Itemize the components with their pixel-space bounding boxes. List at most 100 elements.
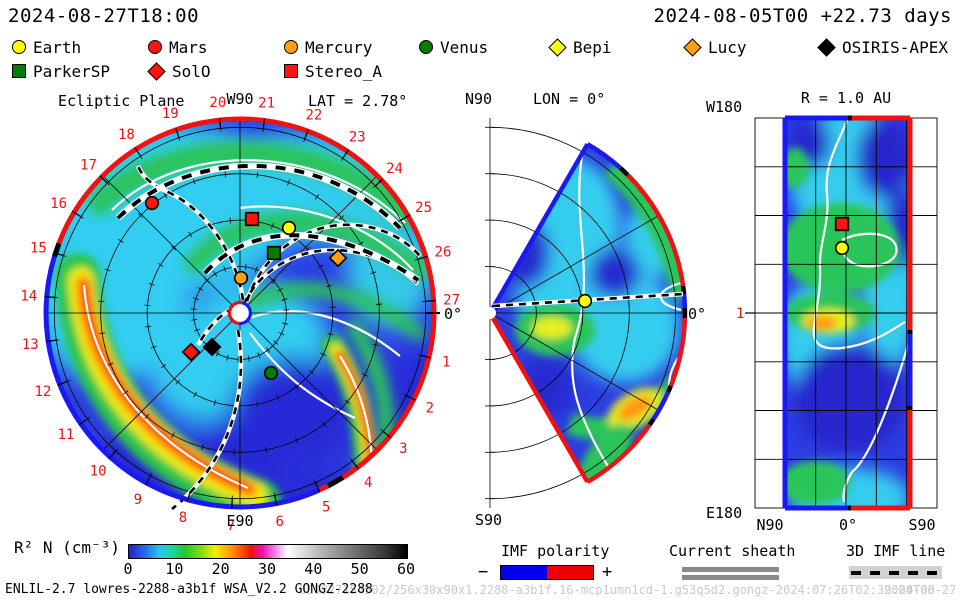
- meridional-n90-label: N90: [465, 90, 492, 108]
- latlon-current-sheath-lines: [812, 118, 910, 503]
- marker-stereo-a: [834, 216, 850, 232]
- bepi-symbol: [548, 37, 567, 57]
- ecliptic-lat-label: LAT = 2.78°: [308, 92, 407, 110]
- legend-item-bepi: Bepi: [548, 37, 612, 57]
- day-tick-3: [382, 431, 392, 439]
- legend-label: Lucy: [708, 37, 747, 57]
- mercury-symbol: [284, 40, 298, 54]
- day-label-17: 17: [80, 158, 97, 174]
- day-tick-2: [406, 395, 416, 401]
- legend-label: Venus: [440, 37, 489, 57]
- meridional-title: LON = 0°: [533, 90, 605, 108]
- imf-line-label: 3D IMF line: [846, 542, 946, 560]
- lucy-symbol: [683, 37, 702, 57]
- imf-negative-swatch: [501, 566, 547, 579]
- imf-polarity-bar: [500, 565, 594, 580]
- colorbar-tick-30: 30: [257, 560, 277, 578]
- imf-plus-sign: +: [602, 562, 613, 582]
- meridional-grid: [485, 118, 685, 508]
- day-label-19: 19: [162, 106, 179, 122]
- day-label-24: 24: [386, 161, 403, 177]
- legend-label: ParkerSP: [33, 61, 111, 81]
- latlon-xlabel-n90: N90: [756, 516, 783, 534]
- legend-label: Earth: [33, 37, 82, 57]
- legend-item-stereo-a: Stereo_A: [284, 61, 383, 81]
- day-tick-11: [78, 418, 88, 426]
- day-tick-21: [262, 118, 266, 129]
- day-tick-4: [351, 460, 360, 470]
- legend-item-venus: Venus: [419, 37, 489, 57]
- day-tick-12: [57, 380, 68, 386]
- marker-parkersp: [266, 245, 282, 261]
- day-label-4: 4: [364, 475, 372, 491]
- colorbar-tick-60: 60: [396, 560, 416, 578]
- ecliptic-0deg-label: 0°: [444, 305, 462, 323]
- marker-osiris-apex: [202, 337, 222, 357]
- marker-mars: [144, 195, 160, 211]
- ecliptic-markers: [144, 195, 348, 381]
- stereo-a-symbol: [284, 64, 298, 78]
- current-sheath-label: Current sheath: [669, 542, 796, 560]
- solo-symbol: [147, 61, 166, 81]
- venus-symbol: [419, 40, 433, 54]
- marker-earth: [577, 293, 593, 309]
- day-label-27: 27: [443, 293, 460, 309]
- parkersp-symbol: [12, 64, 26, 78]
- imf-polarity-label: IMF polarity: [501, 542, 610, 560]
- meridional-markers: [577, 293, 593, 309]
- latlon-density-field: [785, 118, 910, 508]
- imf-positive-swatch: [547, 566, 593, 579]
- day-label-5: 5: [322, 500, 330, 516]
- colorbar-tick-40: 40: [304, 560, 323, 578]
- legend-item-mars: Mars: [148, 37, 208, 57]
- day-label-13: 13: [22, 337, 39, 353]
- ecliptic-day-rim-ticks: [44, 118, 436, 509]
- meridional-s90-label: S90: [475, 511, 502, 529]
- legend-item-parkersp: ParkerSP: [12, 61, 111, 81]
- day-tick-6: [274, 495, 278, 506]
- current-sheath-swatch-top: [682, 567, 779, 572]
- day-label-14: 14: [20, 288, 37, 304]
- run-id-watermark: UE0827154502/256x30x90x1.2288-a3b1f.16-m…: [299, 583, 935, 597]
- day-label-25: 25: [415, 200, 432, 216]
- day-tick-16: [72, 210, 82, 218]
- timestamp-current: 2024-08-27T18:00: [8, 5, 200, 27]
- legend-label: OSIRIS-APEX: [842, 37, 948, 57]
- current-sheath-swatch-bottom: [682, 575, 779, 580]
- marker-earth: [281, 220, 297, 236]
- day-label-9: 9: [134, 492, 142, 508]
- legend-item-osiris-apex: OSIRIS-APEX: [817, 37, 948, 57]
- watermark-date: 2024-08-27: [884, 583, 957, 597]
- legend-label: Stereo_A: [305, 61, 383, 81]
- day-tick-20: [218, 118, 222, 129]
- meridional-0deg-label: 0°: [688, 305, 705, 323]
- day-label-21: 21: [258, 96, 275, 112]
- meridional-apex-notch: [484, 307, 496, 319]
- colorbar-tick-0: 0: [123, 560, 133, 578]
- colorbar-tick-20: 20: [211, 560, 230, 578]
- ecliptic-w90-label: W90: [226, 90, 253, 108]
- mars-symbol: [148, 40, 162, 54]
- day-label-15: 15: [30, 240, 47, 256]
- latlon-map-plot: W180 R = 1.0 AU: [706, 89, 938, 534]
- marker-lucy: [328, 248, 348, 268]
- day-label-16: 16: [50, 196, 67, 212]
- marker-solo: [181, 342, 201, 362]
- marker-mercury: [233, 270, 249, 286]
- imf-minus-sign: −: [478, 562, 489, 582]
- day-label-2: 2: [426, 400, 434, 416]
- legend-item-solo: SolO: [147, 61, 211, 81]
- osiris-apex-symbol: [817, 37, 836, 57]
- imf-line-dash-pattern: [851, 570, 940, 575]
- legend-label: Mars: [169, 37, 208, 57]
- day-tick-9: [145, 475, 151, 486]
- day-tick-14: [44, 295, 55, 299]
- day-label-18: 18: [118, 127, 135, 143]
- legend-item-earth: Earth: [12, 37, 82, 57]
- sun-marker: [227, 300, 252, 326]
- latlon-xlabel-0: 0°: [839, 516, 857, 534]
- day-tick-13: [46, 339, 57, 343]
- day-tick-18: [134, 147, 141, 157]
- current-sheath-lines: [82, 159, 414, 490]
